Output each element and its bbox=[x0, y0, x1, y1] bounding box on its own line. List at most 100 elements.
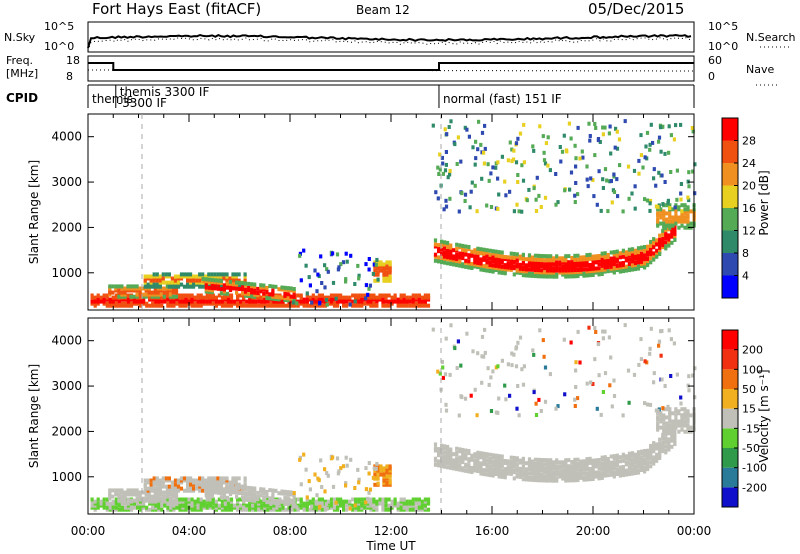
velocity-cell bbox=[351, 503, 355, 508]
velocity-cell bbox=[108, 505, 112, 510]
velocity-cell bbox=[241, 495, 245, 500]
power-cell bbox=[117, 303, 121, 308]
velocity-cell bbox=[662, 413, 666, 418]
velocity-cell bbox=[179, 478, 184, 483]
velocity-cell bbox=[232, 503, 237, 508]
velocity-cell bbox=[441, 375, 445, 380]
x-tick-label: 04:00 bbox=[172, 524, 207, 538]
velocity-cell bbox=[213, 486, 217, 491]
power-cell bbox=[476, 250, 480, 255]
velocity-cell bbox=[540, 458, 544, 462]
velocity-cell bbox=[354, 505, 358, 510]
velocity-cell bbox=[205, 497, 209, 502]
velocity-cell bbox=[160, 507, 164, 512]
velocity-cell bbox=[446, 449, 450, 453]
colorbar-tick-label: -50 bbox=[742, 442, 760, 455]
velocity-cell bbox=[332, 505, 337, 510]
power-cell bbox=[129, 284, 133, 289]
velocity-cell bbox=[585, 471, 589, 476]
velocity-cell bbox=[277, 491, 281, 496]
power-cell bbox=[126, 297, 131, 302]
power-cell bbox=[331, 280, 336, 285]
velocity-cell bbox=[363, 497, 367, 502]
velocity-cell bbox=[664, 444, 668, 449]
power-cell bbox=[461, 252, 465, 257]
velocity-cell bbox=[178, 499, 182, 504]
velocity-cell bbox=[152, 488, 156, 493]
power-cell bbox=[538, 124, 542, 129]
power-cell bbox=[232, 301, 237, 306]
velocity-cell bbox=[360, 497, 364, 502]
power-cell bbox=[376, 272, 380, 277]
velocity-cell bbox=[506, 362, 510, 367]
velocity-cell bbox=[591, 458, 595, 463]
velocity-cell bbox=[105, 497, 109, 502]
power-cell bbox=[161, 280, 165, 285]
power-cell bbox=[464, 248, 468, 253]
velocity-cell bbox=[376, 464, 380, 469]
power-cell bbox=[385, 264, 389, 269]
power-cell bbox=[689, 209, 693, 214]
velocity-cell bbox=[299, 482, 303, 487]
velocity-cell bbox=[187, 499, 191, 504]
power-cell bbox=[543, 270, 547, 275]
velocity-cell bbox=[661, 436, 665, 441]
velocity-cell bbox=[624, 460, 628, 465]
velocity-cell bbox=[660, 377, 664, 382]
velocity-cell bbox=[263, 501, 267, 506]
power-cell bbox=[196, 301, 200, 306]
power-cell bbox=[286, 296, 290, 301]
velocity-cell bbox=[643, 457, 647, 462]
velocity-cell bbox=[382, 482, 386, 487]
velocity-cell bbox=[262, 487, 266, 492]
power-cell bbox=[444, 204, 449, 209]
velocity-cell bbox=[503, 383, 507, 388]
velocity-cell bbox=[170, 488, 174, 493]
power-cell bbox=[154, 301, 158, 306]
power-cell bbox=[228, 276, 232, 281]
power-cell bbox=[99, 295, 103, 300]
power-cell bbox=[561, 270, 565, 275]
power-cell bbox=[565, 149, 569, 154]
power-cell bbox=[271, 288, 275, 293]
power-cell bbox=[441, 161, 445, 166]
velocity-cell bbox=[659, 419, 663, 424]
velocity-cell bbox=[174, 498, 179, 503]
power-cell bbox=[614, 126, 618, 131]
power-cell bbox=[174, 288, 179, 293]
velocity-cell bbox=[649, 456, 653, 461]
velocity-cell bbox=[337, 469, 341, 474]
power-cell bbox=[213, 274, 217, 279]
power-cell bbox=[686, 223, 690, 228]
velocity-cell bbox=[552, 460, 556, 465]
power-cell bbox=[166, 301, 170, 306]
velocity-cell bbox=[311, 497, 315, 502]
velocity-cell bbox=[488, 471, 492, 476]
velocity-cell bbox=[624, 454, 628, 459]
velocity-cell bbox=[527, 461, 532, 466]
power-cell bbox=[345, 295, 349, 300]
velocity-cell bbox=[165, 488, 169, 493]
power-cell bbox=[247, 285, 251, 290]
power-cell bbox=[172, 301, 176, 306]
power-cell bbox=[518, 254, 522, 259]
velocity-cell bbox=[335, 456, 340, 461]
velocity-cell bbox=[530, 469, 535, 474]
power-cell bbox=[440, 256, 444, 260]
velocity-cell bbox=[239, 503, 243, 508]
velocity-cell bbox=[476, 465, 480, 469]
velocity-cell bbox=[576, 396, 580, 401]
velocity-cell bbox=[210, 490, 214, 495]
velocity-cell bbox=[318, 504, 322, 509]
velocity-cell bbox=[171, 494, 175, 499]
power-cell bbox=[126, 301, 131, 306]
power-cell bbox=[408, 303, 412, 308]
velocity-cell bbox=[357, 497, 361, 502]
power-cell bbox=[443, 240, 447, 245]
power-cell bbox=[141, 286, 145, 291]
power-cell bbox=[168, 294, 172, 299]
power-cell bbox=[654, 183, 658, 188]
power-cell bbox=[220, 295, 224, 300]
power-cell bbox=[683, 203, 687, 208]
velocity-cell bbox=[521, 465, 525, 469]
